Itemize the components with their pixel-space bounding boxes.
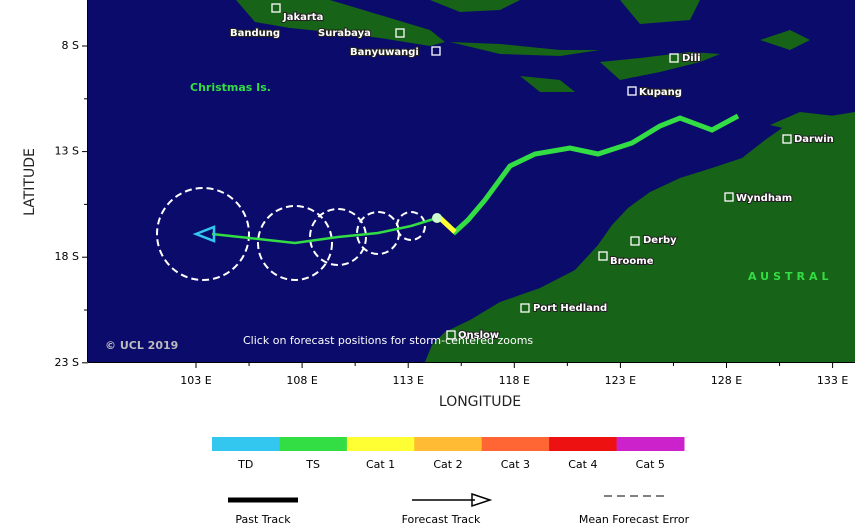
current-position[interactable] <box>432 213 442 223</box>
legend: Past Track Forecast Track Mean Forecast … <box>212 437 690 526</box>
forecast-track[interactable] <box>211 216 438 245</box>
y-tick-label: 23 S <box>55 356 79 369</box>
map: Jakarta Bandung Surabaya Banyuwangi Dili… <box>88 0 855 362</box>
forecast-arrow <box>192 225 216 243</box>
x-tick-label: 133 E <box>817 374 848 387</box>
category-swatch <box>279 437 348 451</box>
legend-label: Past Track <box>235 513 291 526</box>
y-tick-label: 13 S <box>55 145 79 158</box>
x-tick-label: 118 E <box>499 374 530 387</box>
forecast-arrow-sample <box>471 492 493 508</box>
place-label: Wyndham <box>736 193 792 204</box>
category-label: Cat 1 <box>366 458 395 471</box>
category-label: TS <box>305 458 320 471</box>
place-label: Kupang <box>639 87 682 98</box>
ticks: 103 E 108 E 113 E 118 E 123 E 128 E 133 E 8 S 13… <box>55 0 855 387</box>
category-label: Cat 3 <box>501 458 530 471</box>
category-label: TD <box>237 458 253 471</box>
x-axis-title: LONGITUDE <box>439 394 521 410</box>
copyright: © UCL 2019 <box>105 339 178 352</box>
place-label: Surabaya <box>318 28 371 39</box>
category-label: Cat 2 <box>433 458 462 471</box>
legend-label: Forecast Track <box>402 513 481 526</box>
place-label: Jakarta <box>282 12 323 23</box>
place-label: Darwin <box>794 134 834 145</box>
category-label: Cat 4 <box>568 458 597 471</box>
instruction: Click on forecast positions for storm-ce… <box>243 334 533 347</box>
past-track <box>438 113 740 236</box>
y-tick-label: 18 S <box>55 250 79 263</box>
region-label: AUSTRAL <box>748 270 833 283</box>
category-swatch <box>549 437 618 451</box>
place-label: Port Hedland <box>533 303 607 314</box>
legend-label: Mean Forecast Error <box>579 513 690 526</box>
category-swatch <box>212 437 280 451</box>
past-track-segment <box>438 216 457 234</box>
places: Jakarta Bandung Surabaya Banyuwangi Dili… <box>190 3 835 342</box>
land <box>236 0 855 362</box>
place-label: Dili <box>682 53 701 64</box>
x-tick-label: 108 E <box>286 374 317 387</box>
category-label: Cat 5 <box>636 458 665 471</box>
category-swatch <box>346 437 415 451</box>
place-label: Bandung <box>230 28 280 39</box>
place-label: Derby <box>643 235 677 246</box>
category-swatch <box>414 437 483 451</box>
x-tick-label: 103 E <box>180 374 211 387</box>
x-tick-label: 123 E <box>605 374 636 387</box>
place-label: Broome <box>610 256 654 267</box>
y-tick-label: 8 S <box>62 39 79 52</box>
category-swatch <box>616 437 685 451</box>
place-label: Banyuwangi <box>350 47 419 58</box>
x-tick-label: 128 E <box>711 374 742 387</box>
y-axis-title: LATITUDE <box>22 148 38 216</box>
forecast-error-circles <box>156 187 426 281</box>
x-tick-label: 113 E <box>392 374 423 387</box>
place-label: Onslow <box>458 330 499 341</box>
category-swatch <box>481 437 550 451</box>
island-label: Christmas Is. <box>190 81 271 94</box>
